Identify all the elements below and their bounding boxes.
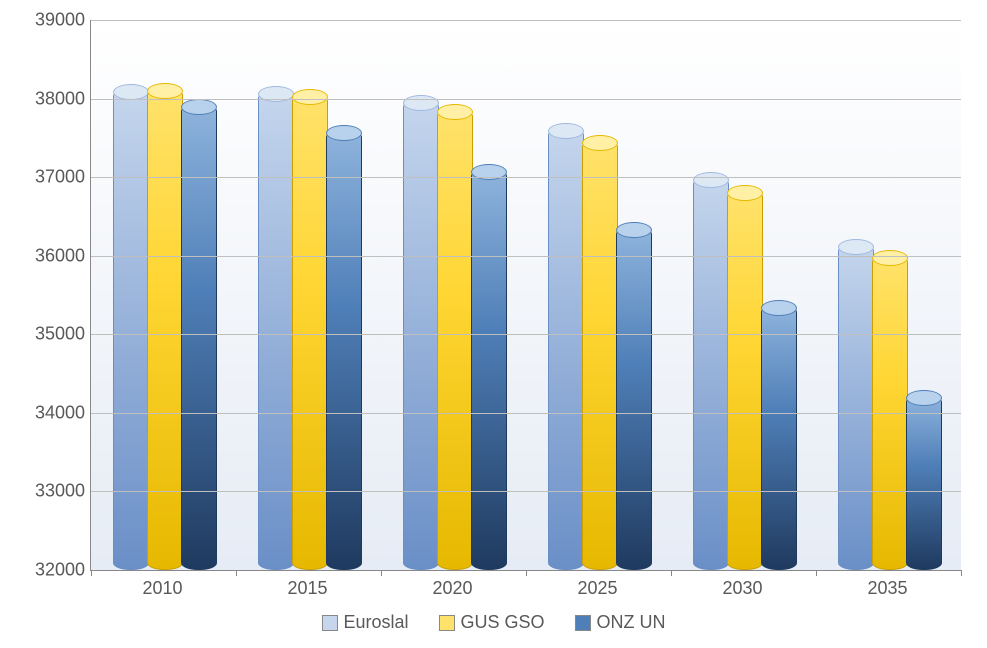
x-axis-labels: 2010 2015 2020 2025 2030 2035 <box>90 578 960 608</box>
legend: Euroslal GUS GSO ONZ UN <box>321 612 665 633</box>
legend-label-1: GUS GSO <box>461 612 545 633</box>
legend-item-2: ONZ UN <box>575 612 666 633</box>
bar <box>147 90 181 570</box>
legend-item-1: GUS GSO <box>439 612 545 633</box>
chart-container: 2010 2015 2020 2025 2030 2035 Euroslal GUS GS… <box>0 0 987 648</box>
x-tick-label: 2020 <box>432 578 472 599</box>
x-tick-label: 2035 <box>867 578 907 599</box>
y-tick-label: 32000 <box>5 560 85 581</box>
bar <box>326 132 360 570</box>
grid-line <box>91 177 961 178</box>
bar <box>727 192 761 570</box>
bar <box>113 91 147 570</box>
legend-label-2: ONZ UN <box>597 612 666 633</box>
x-tick <box>381 570 382 576</box>
x-tick <box>236 570 237 576</box>
bar <box>403 102 437 570</box>
grid-line <box>91 413 961 414</box>
x-tick-label: 2015 <box>287 578 327 599</box>
bar <box>838 246 872 571</box>
bar <box>906 397 940 570</box>
bar <box>258 93 292 570</box>
legend-item-0: Euroslal <box>321 612 408 633</box>
grid-line <box>91 334 961 335</box>
x-tick <box>526 570 527 576</box>
y-tick-label: 33000 <box>5 481 85 502</box>
grid-line <box>91 491 961 492</box>
bar <box>292 96 326 570</box>
grid-line <box>91 99 961 100</box>
bar <box>616 229 650 570</box>
bars-layer <box>91 20 961 570</box>
bar <box>181 106 215 570</box>
grid-line <box>91 20 961 21</box>
x-tick-label: 2030 <box>722 578 762 599</box>
bar <box>761 307 795 570</box>
x-tick-label: 2010 <box>142 578 182 599</box>
legend-swatch-0 <box>321 615 337 631</box>
legend-swatch-1 <box>439 615 455 631</box>
x-tick <box>961 570 962 576</box>
y-tick-label: 39000 <box>5 10 85 31</box>
legend-swatch-2 <box>575 615 591 631</box>
bar <box>471 171 505 570</box>
bar <box>437 111 471 570</box>
x-tick-label: 2025 <box>577 578 617 599</box>
bar <box>693 179 727 570</box>
y-tick-label: 34000 <box>5 402 85 423</box>
bar <box>582 142 616 570</box>
legend-label-0: Euroslal <box>343 612 408 633</box>
grid-line <box>91 256 961 257</box>
y-tick-label: 37000 <box>5 167 85 188</box>
y-tick-label: 36000 <box>5 245 85 266</box>
y-tick-label: 38000 <box>5 88 85 109</box>
plot-area <box>90 20 961 571</box>
x-tick <box>816 570 817 576</box>
y-tick-label: 35000 <box>5 324 85 345</box>
bar <box>548 130 582 570</box>
x-tick <box>671 570 672 576</box>
x-tick <box>91 570 92 576</box>
